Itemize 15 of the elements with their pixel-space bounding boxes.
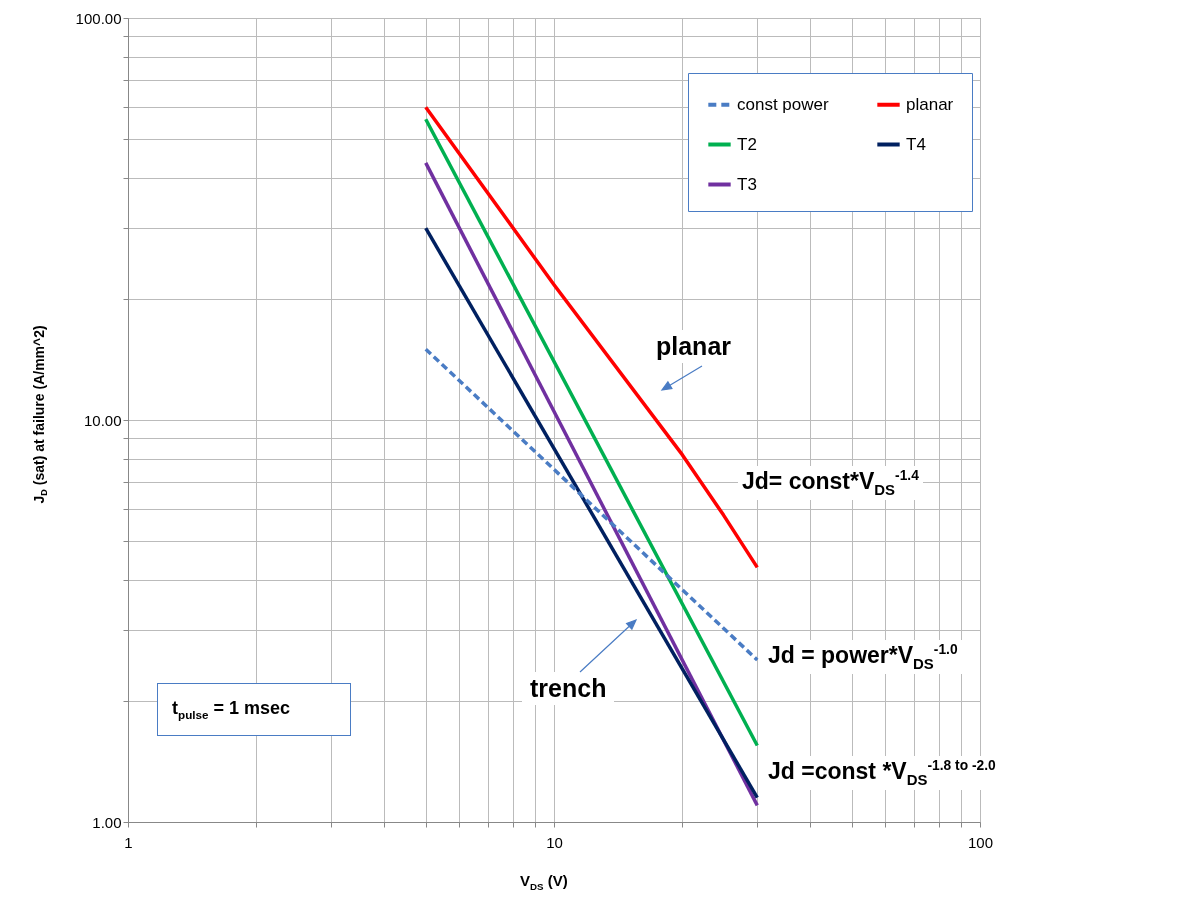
x-tick-label: 10	[546, 833, 563, 851]
x-tick-label: 100	[967, 833, 994, 851]
legend-label: const power	[737, 94, 829, 114]
annotation: trench	[522, 672, 615, 705]
y-tick-label: 100.00	[75, 9, 122, 27]
legend-label: T3	[737, 174, 757, 194]
y-tick-label: 1.00	[92, 813, 122, 831]
legend-label: T4	[906, 134, 926, 154]
note-box: t$_{pulse}$ = 1 msec	[157, 683, 352, 736]
annotation: planar	[652, 330, 736, 363]
legend-label: T2	[737, 134, 757, 154]
y-tick-label: 10.00	[83, 411, 122, 429]
legend-label: planar	[906, 94, 954, 114]
x-tick-label: 1	[124, 833, 133, 851]
x-axis-title: V$_{DS}$ (V)	[520, 872, 568, 892]
